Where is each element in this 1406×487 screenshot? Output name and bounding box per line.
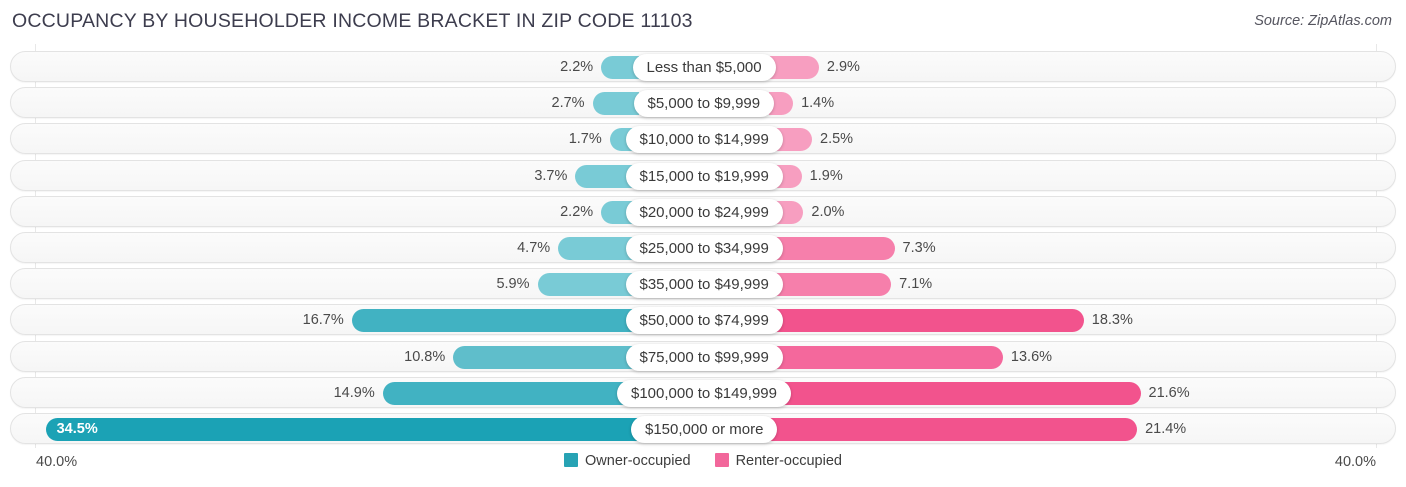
- row-inner: 2.2% 2.0% $20,000 to $24,999: [11, 197, 1395, 226]
- category-label-pill: $15,000 to $19,999: [625, 162, 783, 190]
- row-inner: 2.7% 1.4% $5,000 to $9,999: [11, 88, 1395, 118]
- value-label-owner-occupied: 2.2%: [560, 203, 594, 220]
- value-label-renter-occupied: 2.0%: [811, 203, 845, 220]
- table-row: 2.2% 2.9% Less than $5,000: [10, 51, 1396, 82]
- value-label-renter-occupied: 21.4%: [1145, 421, 1187, 437]
- legend-swatch-icon: [564, 453, 578, 467]
- bar-owner-occupied: [575, 164, 639, 188]
- value-label-renter-occupied: 1.9%: [809, 167, 843, 184]
- chart-legend: Owner-occupied Renter-occupied: [0, 453, 1406, 469]
- bar-renter-occupied: [769, 56, 819, 79]
- legend-label: Renter-occupied: [735, 453, 842, 470]
- category-label-pill: $20,000 to $24,999: [625, 198, 783, 226]
- bar-owner-occupied: [558, 237, 639, 260]
- table-row: 10.8% 13.6% $75,000 to $99,999: [10, 340, 1396, 372]
- row-inner: 3.7% 1.9% $15,000 to $19,999: [11, 161, 1395, 190]
- table-row: 2.7% 1.4% $5,000 to $9,999: [10, 87, 1396, 119]
- value-label-renter-occupied: 7.3%: [902, 240, 936, 256]
- row-inner: 5.9% 7.1% $35,000 to $49,999: [11, 269, 1395, 299]
- value-label-renter-occupied: 2.9%: [826, 59, 860, 75]
- value-label-owner-occupied: 2.7%: [551, 95, 585, 112]
- category-label-pill: $10,000 to $14,999: [625, 126, 783, 154]
- chart-header: OCCUPANCY BY HOUSEHOLDER INCOME BRACKET …: [0, 0, 1406, 44]
- table-row: 2.2% 2.0% $20,000 to $24,999: [10, 195, 1396, 227]
- bar-owner-occupied: [382, 381, 639, 405]
- row-inner: 14.9% 21.6% $100,000 to $149,999: [11, 378, 1395, 407]
- legend-label: Owner-occupied: [585, 453, 691, 470]
- value-label-owner-occupied: 5.9%: [496, 276, 530, 293]
- bar-renter-occupied: [769, 237, 895, 260]
- value-label-owner-occupied: 3.7%: [534, 167, 568, 184]
- category-label-pill: $150,000 or more: [631, 416, 778, 443]
- row-inner: 34.5% 21.4% $150,000 or more: [11, 414, 1395, 443]
- row-inner: 10.8% 13.6% $75,000 to $99,999: [11, 342, 1395, 371]
- value-label-owner-occupied: 4.7%: [517, 240, 551, 256]
- value-label-owner-occupied: 16.7%: [302, 312, 344, 329]
- table-row: 1.7% 2.5% $10,000 to $14,999: [10, 123, 1396, 155]
- value-label-owner-occupied: 34.5%: [56, 421, 98, 437]
- value-label-owner-occupied: 10.8%: [404, 348, 446, 365]
- bar-owner-occupied: [351, 309, 639, 333]
- value-label-renter-occupied: 13.6%: [1010, 348, 1053, 365]
- source-attribution: Source: ZipAtlas.com: [1254, 13, 1392, 29]
- legend-item-renter-occupied[interactable]: Renter-occupied: [714, 453, 842, 470]
- value-label-owner-occupied: 2.2%: [560, 59, 594, 75]
- category-label-pill: $35,000 to $49,999: [625, 271, 783, 299]
- table-row: 14.9% 21.6% $100,000 to $149,999: [10, 376, 1396, 408]
- bar-renter-occupied: [769, 92, 794, 116]
- legend-item-owner-occupied[interactable]: Owner-occupied: [564, 453, 691, 469]
- bar-owner-occupied: [45, 418, 639, 441]
- value-label-renter-occupied: 2.5%: [820, 131, 854, 148]
- chart-footer: 40.0% 40.0% Owner-occupied Renter-occupie…: [0, 448, 1406, 487]
- table-row: 4.7% 7.3% $25,000 to $34,999: [10, 232, 1396, 263]
- bar-renter-occupied: [769, 418, 1138, 441]
- bar-renter-occupied: [769, 273, 892, 297]
- bar-owner-occupied: [592, 92, 639, 116]
- value-label-renter-occupied: 18.3%: [1091, 312, 1133, 329]
- legend-swatch-icon: [714, 453, 729, 467]
- category-label-pill: $75,000 to $99,999: [625, 343, 783, 371]
- bar-owner-occupied: [453, 345, 639, 369]
- category-label-pill: $25,000 to $34,999: [625, 235, 783, 262]
- bar-renter-occupied: [769, 381, 1141, 405]
- category-label-pill: $5,000 to $9,999: [633, 90, 775, 118]
- axis-max-right: 40.0%: [1334, 454, 1376, 470]
- table-row: 3.7% 1.9% $15,000 to $19,999: [10, 159, 1396, 191]
- page-title: OCCUPANCY BY HOUSEHOLDER INCOME BRACKET …: [12, 10, 693, 32]
- category-label-pill: $50,000 to $74,999: [625, 307, 783, 335]
- table-row: 5.9% 7.1% $35,000 to $49,999: [10, 268, 1396, 300]
- row-inner: 16.7% 18.3% $50,000 to $74,999: [11, 305, 1395, 335]
- value-label-renter-occupied: 21.6%: [1148, 384, 1190, 401]
- bar-owner-occupied: [537, 273, 639, 297]
- value-label-owner-occupied: 14.9%: [333, 384, 375, 401]
- bar-renter-occupied: [769, 309, 1084, 333]
- table-row: 34.5% 21.4% $150,000 or more: [10, 413, 1396, 444]
- bar-owner-occupied: [601, 56, 639, 79]
- category-label-pill: $100,000 to $149,999: [617, 379, 791, 407]
- value-label-renter-occupied: 1.4%: [801, 95, 835, 112]
- category-label-pill: Less than $5,000: [632, 54, 776, 81]
- row-inner: 2.2% 2.9% Less than $5,000: [11, 52, 1395, 81]
- axis-max-left: 40.0%: [36, 454, 78, 470]
- value-label-renter-occupied: 7.1%: [899, 276, 933, 293]
- table-row: 16.7% 18.3% $50,000 to $74,999: [10, 304, 1396, 336]
- row-inner: 1.7% 2.5% $10,000 to $14,999: [11, 124, 1395, 154]
- chart-plot-area: 2.2% 2.9% Less than $5,000 2.7% 1.4% $5,000 t…: [0, 44, 1406, 448]
- bar-renter-occupied: [769, 345, 1003, 369]
- value-label-owner-occupied: 1.7%: [568, 131, 602, 148]
- row-inner: 4.7% 7.3% $25,000 to $34,999: [11, 233, 1395, 262]
